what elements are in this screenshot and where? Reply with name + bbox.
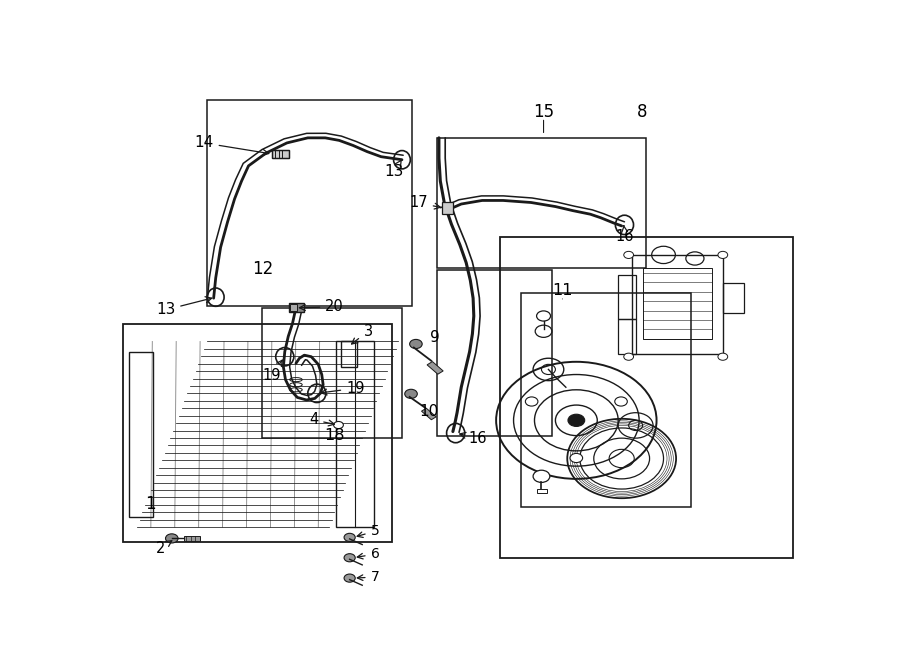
Text: 10: 10 <box>418 404 438 418</box>
Text: 11: 11 <box>552 283 572 298</box>
Bar <box>520 293 691 507</box>
Bar <box>184 536 200 541</box>
Bar <box>632 255 723 354</box>
Text: 20: 20 <box>300 299 344 315</box>
Text: 5: 5 <box>357 524 379 538</box>
Text: 19: 19 <box>321 381 365 396</box>
Text: 3: 3 <box>352 324 373 344</box>
Circle shape <box>526 397 538 406</box>
Bar <box>428 362 443 374</box>
Bar <box>421 408 436 420</box>
Bar <box>272 150 289 158</box>
Bar <box>289 303 304 312</box>
Circle shape <box>624 251 634 258</box>
Circle shape <box>533 470 550 483</box>
Bar <box>723 283 743 313</box>
Bar <box>123 324 392 543</box>
Circle shape <box>718 251 728 258</box>
Bar <box>536 489 547 492</box>
Circle shape <box>166 534 178 543</box>
Circle shape <box>344 554 356 562</box>
Text: 17: 17 <box>410 196 440 210</box>
Text: 16: 16 <box>616 225 634 244</box>
Text: 16: 16 <box>460 431 488 446</box>
Circle shape <box>344 533 356 541</box>
Circle shape <box>615 397 627 406</box>
Circle shape <box>570 453 582 463</box>
Bar <box>436 138 646 268</box>
Bar <box>272 150 289 158</box>
Text: 13: 13 <box>156 297 212 317</box>
Circle shape <box>405 389 418 399</box>
Text: 15: 15 <box>533 103 554 122</box>
Bar <box>500 237 793 558</box>
Text: 14: 14 <box>194 136 269 155</box>
Bar <box>442 202 453 214</box>
Circle shape <box>536 311 551 321</box>
Bar <box>436 270 552 436</box>
Bar <box>129 352 153 517</box>
Bar <box>207 100 412 306</box>
Circle shape <box>624 353 634 360</box>
Text: 4: 4 <box>309 412 335 428</box>
Text: 9: 9 <box>430 330 439 346</box>
Circle shape <box>718 353 728 360</box>
Text: 1: 1 <box>146 495 157 514</box>
Text: 8: 8 <box>637 103 648 122</box>
Circle shape <box>334 422 344 428</box>
Bar <box>263 308 402 438</box>
Text: 7: 7 <box>357 570 379 584</box>
Circle shape <box>410 339 422 348</box>
Circle shape <box>344 574 356 582</box>
Bar <box>290 304 297 311</box>
Bar <box>341 342 356 367</box>
Text: 2: 2 <box>156 541 172 556</box>
Text: 19: 19 <box>262 360 283 383</box>
Bar <box>618 275 635 319</box>
Text: 13: 13 <box>384 159 403 179</box>
Circle shape <box>568 414 585 426</box>
Text: 12: 12 <box>252 260 273 278</box>
Text: 6: 6 <box>357 547 380 561</box>
Bar <box>618 319 635 354</box>
Bar <box>336 342 374 527</box>
Bar <box>643 268 713 339</box>
Text: 18: 18 <box>324 428 345 443</box>
